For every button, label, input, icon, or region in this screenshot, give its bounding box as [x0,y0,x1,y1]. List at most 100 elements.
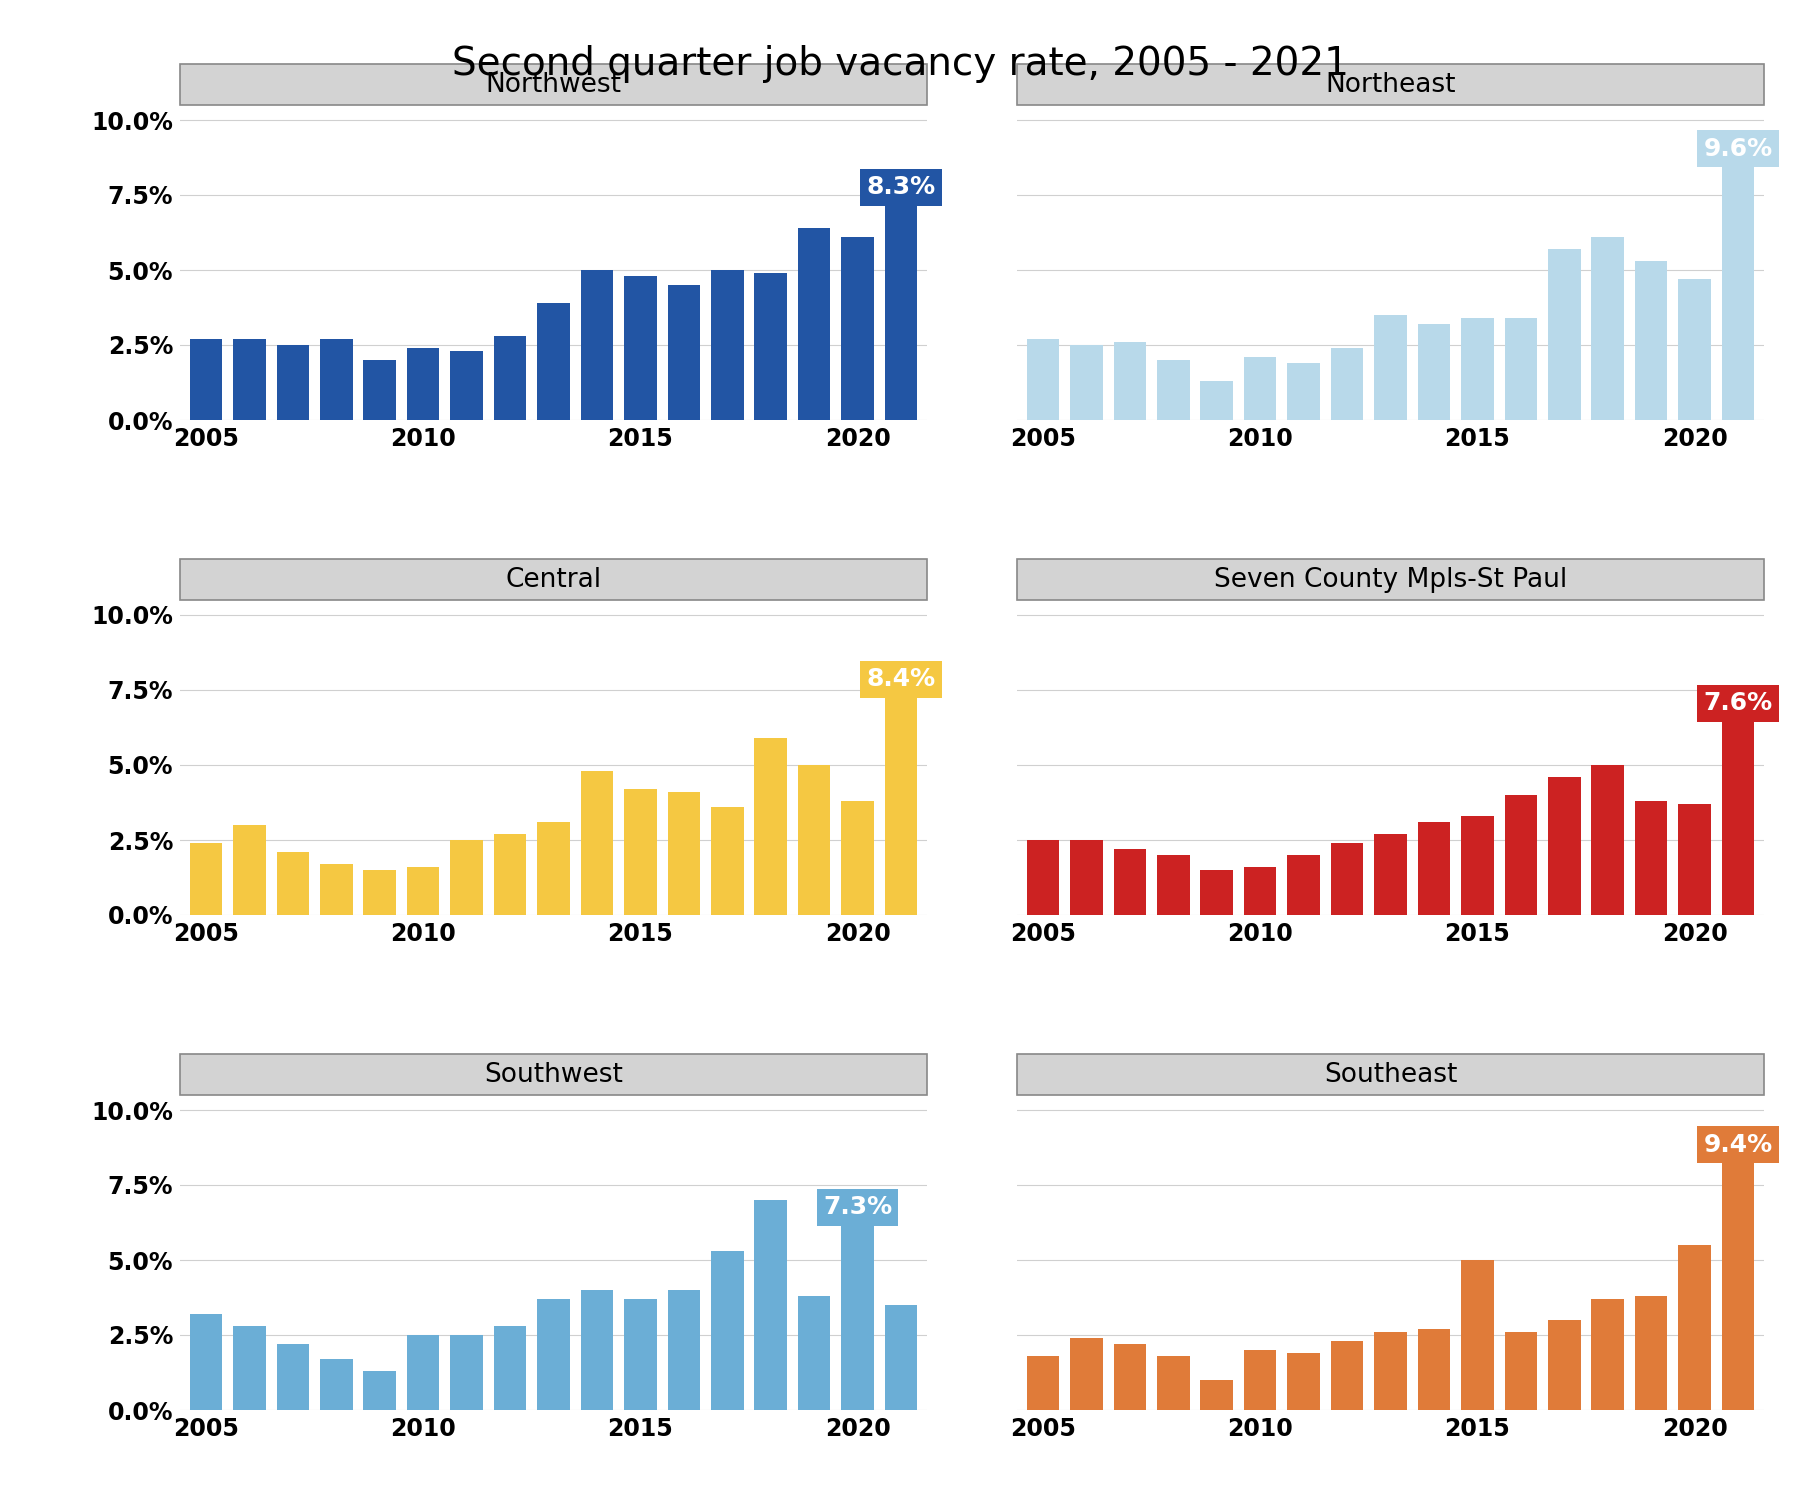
FancyBboxPatch shape [180,1054,927,1095]
Bar [1591,765,1624,915]
Bar [841,801,873,915]
Bar [1634,1296,1667,1410]
Bar [1634,801,1667,915]
Bar [884,171,918,420]
Text: 9.4%: 9.4% [1703,1132,1773,1156]
Bar [1026,1356,1060,1410]
Bar [711,807,743,915]
FancyBboxPatch shape [180,560,927,600]
Bar [277,1344,310,1410]
Bar [189,339,223,420]
Bar [754,738,787,915]
FancyBboxPatch shape [1017,1054,1764,1095]
Bar [1157,855,1190,915]
Text: 8.3%: 8.3% [866,176,936,200]
Bar [1591,237,1624,420]
Bar [320,1359,353,1410]
Text: 7.3%: 7.3% [823,1196,893,1219]
Bar [1548,1320,1580,1410]
Bar [234,1326,266,1410]
Bar [711,270,743,420]
Bar [668,792,700,915]
Bar [1548,777,1580,915]
Bar [668,1290,700,1410]
Bar [1287,855,1319,915]
Bar [1114,342,1147,420]
Text: Southwest: Southwest [484,1062,623,1088]
Bar [1071,840,1103,915]
Bar [1548,249,1580,420]
Bar [884,663,918,915]
Bar [625,276,657,420]
Bar [1462,816,1494,915]
Text: 8.4%: 8.4% [866,668,936,692]
Text: Northeast: Northeast [1325,72,1456,98]
Bar [1678,804,1710,915]
Bar [407,348,439,420]
Bar [320,864,353,915]
Bar [450,840,482,915]
Bar [841,1191,873,1410]
Bar [234,825,266,915]
Bar [1157,360,1190,420]
Bar [581,270,614,420]
Text: 7.6%: 7.6% [1703,692,1773,715]
Bar [1026,840,1060,915]
Bar [493,1326,526,1410]
Bar [1505,795,1537,915]
Bar [1157,1356,1190,1410]
Bar [1462,1260,1494,1410]
Bar [1201,381,1233,420]
Text: Northwest: Northwest [486,72,621,98]
Bar [754,273,787,420]
Bar [1330,1341,1363,1410]
Bar [493,834,526,915]
Bar [277,852,310,915]
Bar [364,360,396,420]
Bar [1330,348,1363,420]
Bar [797,765,830,915]
Bar [1418,822,1451,915]
Bar [754,1200,787,1410]
Bar [189,843,223,915]
Bar [450,1335,482,1410]
Bar [1244,867,1276,915]
Bar [1287,1353,1319,1410]
Bar [1418,1329,1451,1410]
Bar [1721,1128,1755,1410]
Bar [1026,339,1060,420]
Bar [797,1296,830,1410]
Bar [536,1299,571,1410]
Bar [1505,318,1537,420]
Bar [625,1299,657,1410]
Bar [1201,1380,1233,1410]
Bar [1505,1332,1537,1410]
Bar [581,771,614,915]
Bar [407,1335,439,1410]
Bar [884,1305,918,1410]
Bar [1462,318,1494,420]
Bar [320,339,353,420]
Bar [407,867,439,915]
Bar [1330,843,1363,915]
Bar [1591,1299,1624,1410]
Bar [277,345,310,420]
Text: Southeast: Southeast [1323,1062,1458,1088]
Bar [1244,357,1276,420]
Bar [364,870,396,915]
Bar [1373,834,1408,915]
Bar [450,351,482,420]
Bar [841,237,873,420]
Bar [1071,345,1103,420]
Bar [189,1314,223,1410]
Bar [1373,315,1408,420]
FancyBboxPatch shape [1017,560,1764,600]
Bar [1201,870,1233,915]
Bar [625,789,657,915]
Text: Second quarter job vacancy rate, 2005 - 2021: Second quarter job vacancy rate, 2005 - … [452,45,1348,82]
Bar [668,285,700,420]
Text: Central: Central [506,567,601,592]
Bar [536,822,571,915]
Bar [1721,687,1755,915]
Bar [1634,261,1667,420]
